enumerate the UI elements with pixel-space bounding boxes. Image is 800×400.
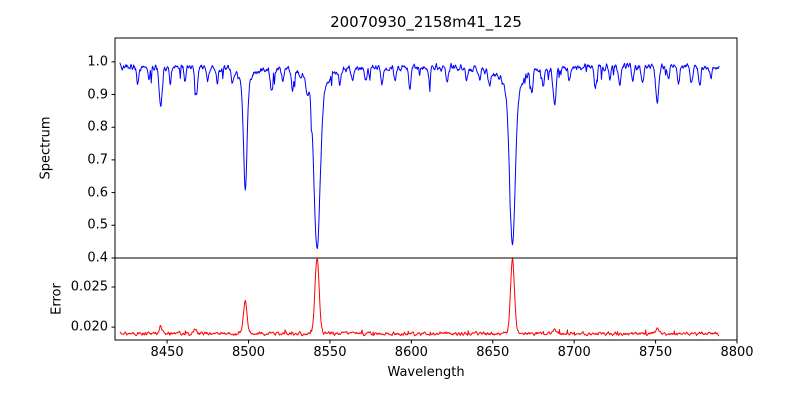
y-tick-label: 0.7 [87,152,108,168]
x-tick-label: 8750 [639,345,673,360]
x-tick-label: 8800 [720,345,754,360]
x-tick-label: 8700 [557,345,591,360]
y-tick-label: 0.020 [70,319,108,335]
plot-title: 20070930_2158m41_125 [330,13,522,31]
y-tick-label: 0.9 [87,87,108,103]
x-axis-label: Wavelength [387,365,465,380]
x-tick-label: 8650 [476,345,510,360]
x-tick-label: 8500 [231,345,266,360]
x-tick-label: 8450 [150,345,184,360]
y-tick-label: 0.025 [70,279,108,295]
y-tick-label: 0.6 [87,185,108,201]
x-tick-label: 8600 [394,345,428,360]
y-tick-label: 1.0 [87,54,108,70]
y-axis-label-error: Error [49,283,65,315]
x-tick-label: 8550 [313,345,347,360]
y-tick-label: 0.8 [87,119,108,135]
y-tick-label: 0.4 [87,250,108,266]
y-tick-label: 0.5 [87,217,108,233]
y-axis-label-spectrum: Spectrum [38,116,54,180]
